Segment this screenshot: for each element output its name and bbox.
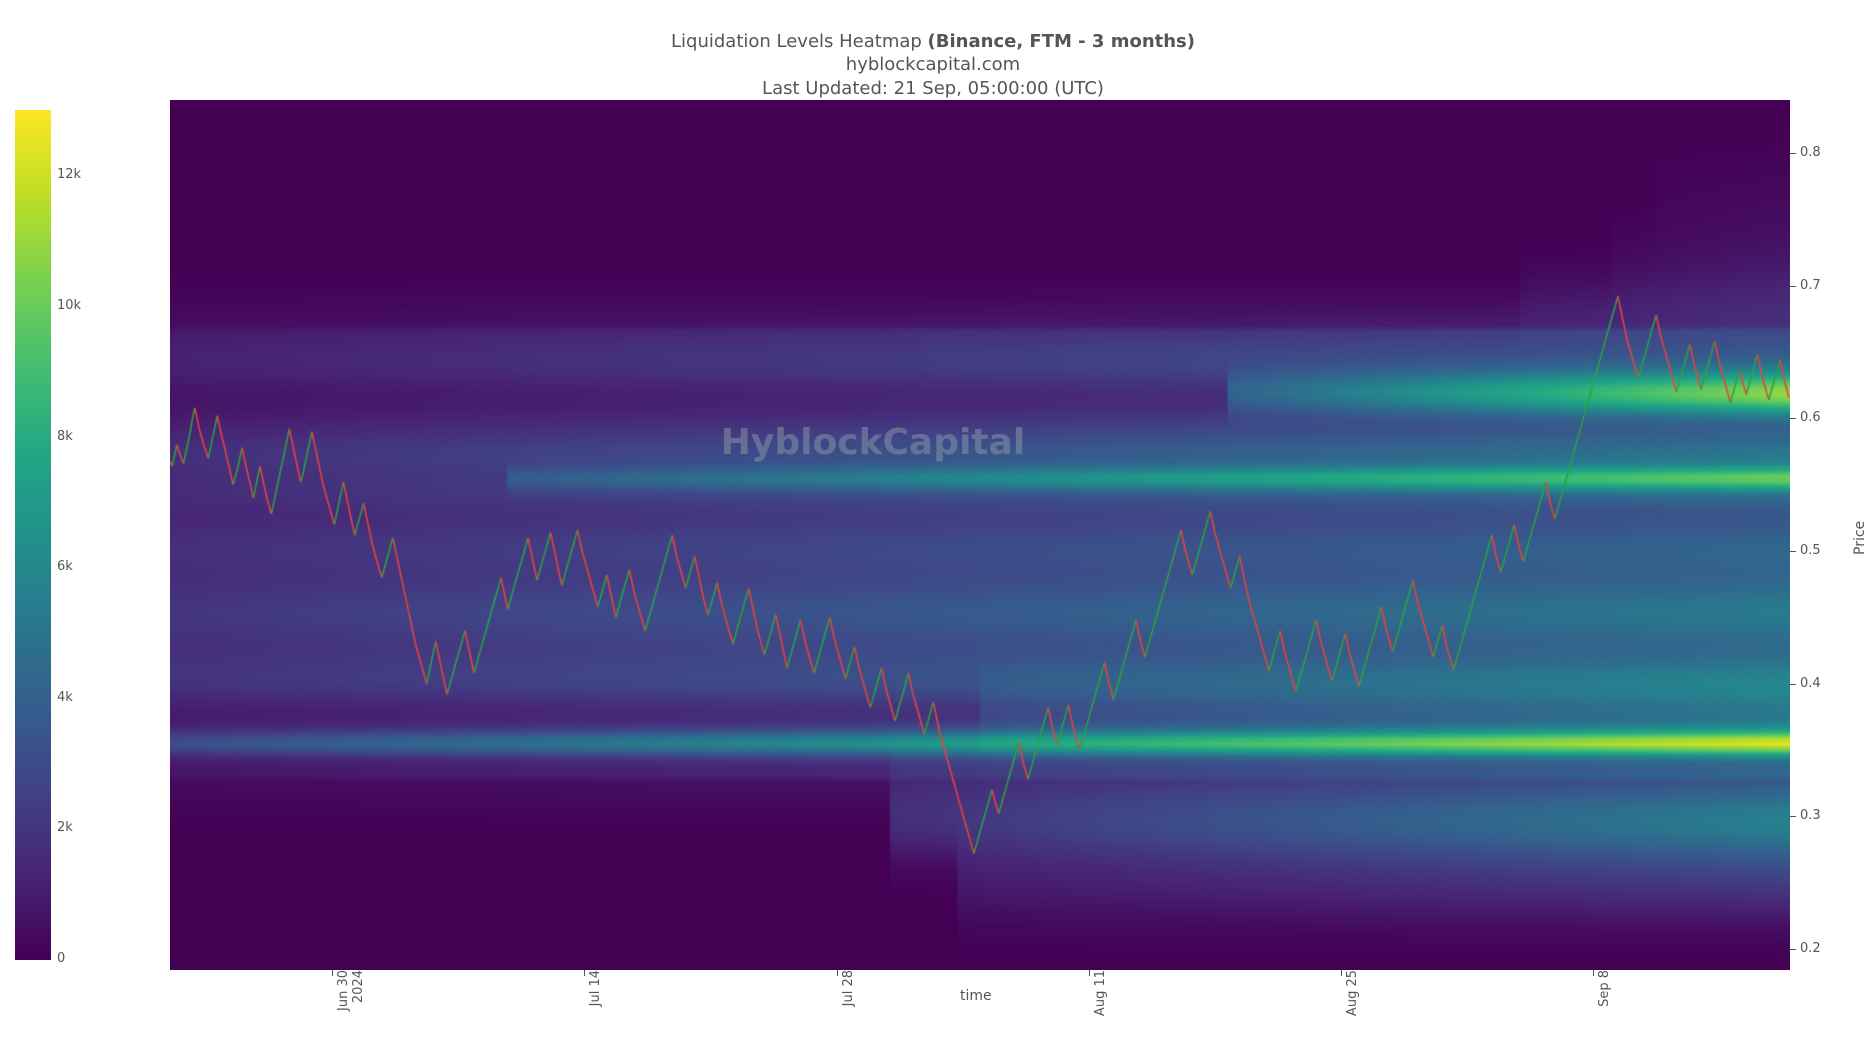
tick-label: 0 (57, 951, 65, 966)
plot-area: HyblockCapital (170, 100, 1790, 970)
tick-label: 0.6 (1800, 410, 1821, 425)
heatmap-canvas (170, 100, 1790, 970)
tick-label: 0.3 (1800, 808, 1821, 823)
tick-label: 0.7 (1800, 278, 1821, 293)
colorbar (15, 110, 51, 960)
tick-label: Jul 14 (588, 970, 603, 1040)
x-axis-label: time (960, 988, 992, 1004)
tick-mark (1790, 286, 1796, 287)
tick-label: 8k (57, 429, 73, 444)
tick-mark (584, 970, 585, 976)
tick-mark (1593, 970, 1594, 976)
tick-label: 12k (57, 167, 81, 182)
tick-mark (332, 970, 333, 976)
tick-label: 10k (57, 298, 81, 313)
tick-label: 0.2 (1800, 941, 1821, 956)
title-block: Liquidation Levels Heatmap (Binance, FTM… (0, 30, 1866, 100)
tick-mark (1790, 816, 1796, 817)
tick-mark (837, 970, 838, 976)
tick-mark (1790, 418, 1796, 419)
tick-label: 0.4 (1800, 676, 1821, 691)
colorbar-canvas (15, 110, 51, 960)
tick-label: 0.8 (1800, 145, 1821, 160)
tick-label: Aug 25 (1345, 970, 1360, 1040)
tick-label: 0.5 (1800, 543, 1821, 558)
y-axis-label: Price (1852, 521, 1866, 555)
tick-label: 6k (57, 559, 73, 574)
tick-mark (1790, 949, 1796, 950)
tick-mark (1089, 970, 1090, 976)
tick-mark (1790, 684, 1796, 685)
chart-container: Liquidation Levels Heatmap (Binance, FTM… (0, 0, 1866, 1050)
tick-mark (1790, 153, 1796, 154)
tick-label: Jun 30 2024 (336, 970, 366, 1040)
tick-mark (1341, 970, 1342, 976)
title-line2: hyblockcapital.com (0, 53, 1866, 76)
tick-label: Sep 8 (1597, 970, 1612, 1040)
title-bold: (Binance, FTM - 3 months) (928, 31, 1195, 52)
tick-label: 2k (57, 820, 73, 835)
tick-label: Jul 28 (841, 970, 856, 1040)
tick-label: Aug 11 (1093, 970, 1108, 1040)
tick-mark (1790, 551, 1796, 552)
title-prefix: Liquidation Levels Heatmap (671, 31, 928, 52)
title-line3: Last Updated: 21 Sep, 05:00:00 (UTC) (0, 77, 1866, 100)
tick-label: 4k (57, 690, 73, 705)
